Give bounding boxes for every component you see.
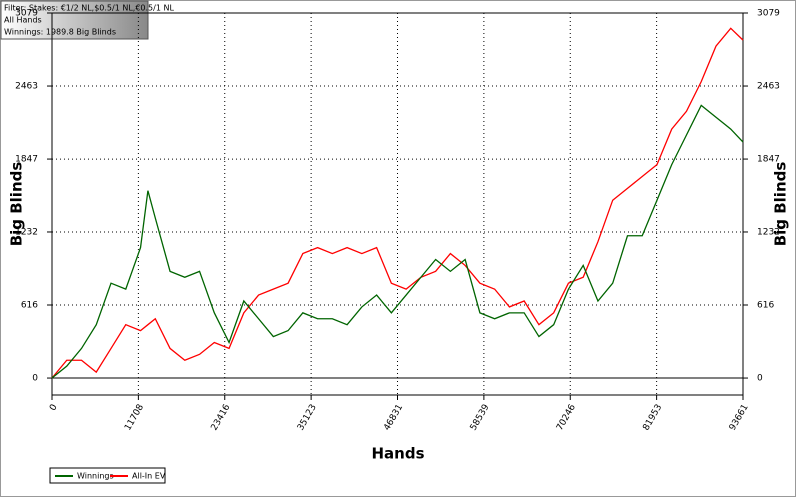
y2-tick-label: 1232: [757, 227, 780, 237]
y-tick-label: 1232: [15, 227, 38, 237]
y-axis-label: Big Blinds: [8, 162, 26, 247]
y-tick-label: 1847: [15, 155, 38, 165]
y-tick-label: 0: [32, 374, 38, 384]
y2-tick-label: 616: [757, 301, 774, 311]
info-line: All Hands: [4, 16, 42, 25]
legend: [49, 467, 166, 484]
y2-tick-label: 1847: [757, 155, 780, 165]
series-line: [51, 27, 744, 379]
x-tick-label: 0: [48, 403, 60, 413]
info-line: Winnings: 1989.8 Big Blinds: [4, 28, 116, 37]
info-line: Filter: Stakes: €1/2 NL,$0.5/1 NL,€0.5/1…: [4, 4, 174, 13]
y-tick-label: 616: [21, 301, 38, 311]
y-tick-label: 3079: [15, 9, 38, 19]
y2-tick-label: 0: [757, 374, 763, 384]
legend-label: Winnings: [77, 472, 114, 481]
legend-label: All-In EV: [132, 472, 166, 481]
series-line: [51, 104, 744, 379]
y2-tick-label: 2463: [757, 82, 780, 92]
y2-tick-label: 3079: [757, 9, 780, 19]
info-box: [0, 0, 149, 40]
y-tick-label: 2463: [15, 82, 38, 92]
y2-axis-label: Big Blinds: [772, 162, 790, 247]
x-axis-label: Hands: [371, 445, 424, 463]
